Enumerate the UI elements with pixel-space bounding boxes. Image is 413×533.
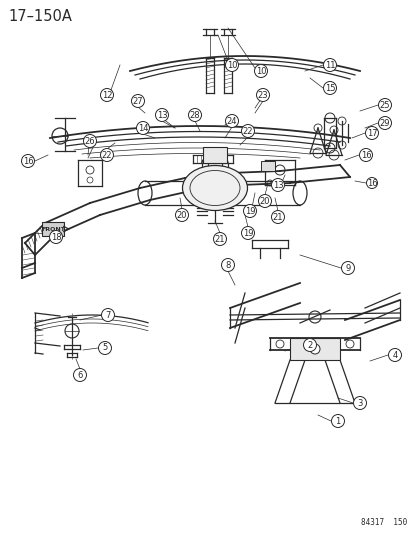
Text: 84317  150: 84317 150 xyxy=(360,518,406,527)
Text: 10: 10 xyxy=(255,67,266,76)
Circle shape xyxy=(241,125,254,138)
Text: 17: 17 xyxy=(366,128,376,138)
Circle shape xyxy=(243,205,256,217)
FancyBboxPatch shape xyxy=(289,338,339,360)
Text: 19: 19 xyxy=(242,229,253,238)
Circle shape xyxy=(271,211,284,223)
Text: 21: 21 xyxy=(214,235,225,244)
Text: 21: 21 xyxy=(272,213,282,222)
Circle shape xyxy=(50,230,62,244)
FancyBboxPatch shape xyxy=(202,147,226,163)
Text: 17–150A: 17–150A xyxy=(8,9,72,24)
Text: 3: 3 xyxy=(356,399,362,408)
Text: 25: 25 xyxy=(379,101,389,109)
Text: 16: 16 xyxy=(360,150,370,159)
Circle shape xyxy=(254,64,267,77)
Circle shape xyxy=(221,259,234,271)
Text: 19: 19 xyxy=(244,206,255,215)
Text: 28: 28 xyxy=(189,110,200,119)
Text: 10: 10 xyxy=(226,61,237,69)
Text: 8: 8 xyxy=(225,261,230,270)
Circle shape xyxy=(241,227,254,239)
Text: 24: 24 xyxy=(226,117,237,125)
Circle shape xyxy=(256,88,269,101)
Circle shape xyxy=(188,109,201,122)
Text: 20: 20 xyxy=(176,211,187,220)
FancyBboxPatch shape xyxy=(42,222,64,236)
Circle shape xyxy=(331,415,344,427)
Circle shape xyxy=(271,179,284,191)
Circle shape xyxy=(136,122,149,134)
Text: 22: 22 xyxy=(242,126,253,135)
Text: 14: 14 xyxy=(138,124,148,133)
Circle shape xyxy=(175,208,188,222)
Circle shape xyxy=(309,344,319,354)
Circle shape xyxy=(100,149,113,161)
Text: 12: 12 xyxy=(102,91,112,100)
Circle shape xyxy=(377,117,391,130)
Circle shape xyxy=(377,99,391,111)
Circle shape xyxy=(323,59,336,71)
Circle shape xyxy=(74,368,86,382)
Circle shape xyxy=(353,397,366,409)
Circle shape xyxy=(366,177,377,189)
Text: 29: 29 xyxy=(379,118,389,127)
Circle shape xyxy=(258,195,271,207)
Circle shape xyxy=(131,94,144,108)
Circle shape xyxy=(341,262,354,274)
Circle shape xyxy=(225,115,238,127)
FancyBboxPatch shape xyxy=(260,161,274,171)
Ellipse shape xyxy=(182,166,247,211)
Circle shape xyxy=(155,109,168,122)
Circle shape xyxy=(387,349,401,361)
Text: 18: 18 xyxy=(50,232,61,241)
Circle shape xyxy=(365,126,377,140)
Text: 5: 5 xyxy=(102,343,107,352)
Text: 27: 27 xyxy=(133,96,143,106)
Circle shape xyxy=(225,59,238,71)
Text: 4: 4 xyxy=(392,351,396,359)
Text: 13: 13 xyxy=(156,110,167,119)
Circle shape xyxy=(83,134,96,148)
Text: 15: 15 xyxy=(324,84,335,93)
Text: 9: 9 xyxy=(344,263,350,272)
Text: 7: 7 xyxy=(105,311,110,319)
Circle shape xyxy=(98,342,111,354)
Text: 23: 23 xyxy=(257,91,268,100)
Circle shape xyxy=(101,309,114,321)
Text: 16: 16 xyxy=(366,179,376,188)
Circle shape xyxy=(323,82,336,94)
Text: 22: 22 xyxy=(102,150,112,159)
Text: FRONT: FRONT xyxy=(41,227,65,231)
Circle shape xyxy=(303,338,316,351)
Text: 13: 13 xyxy=(272,181,282,190)
Text: 20: 20 xyxy=(259,197,270,206)
Circle shape xyxy=(358,149,372,161)
Text: 16: 16 xyxy=(23,157,33,166)
Circle shape xyxy=(100,88,113,101)
Circle shape xyxy=(213,232,226,246)
Text: 1: 1 xyxy=(335,416,340,425)
Text: 26: 26 xyxy=(85,136,95,146)
Text: 2: 2 xyxy=(306,341,312,350)
Text: 11: 11 xyxy=(324,61,335,69)
Circle shape xyxy=(21,155,34,167)
Text: 6: 6 xyxy=(77,370,83,379)
